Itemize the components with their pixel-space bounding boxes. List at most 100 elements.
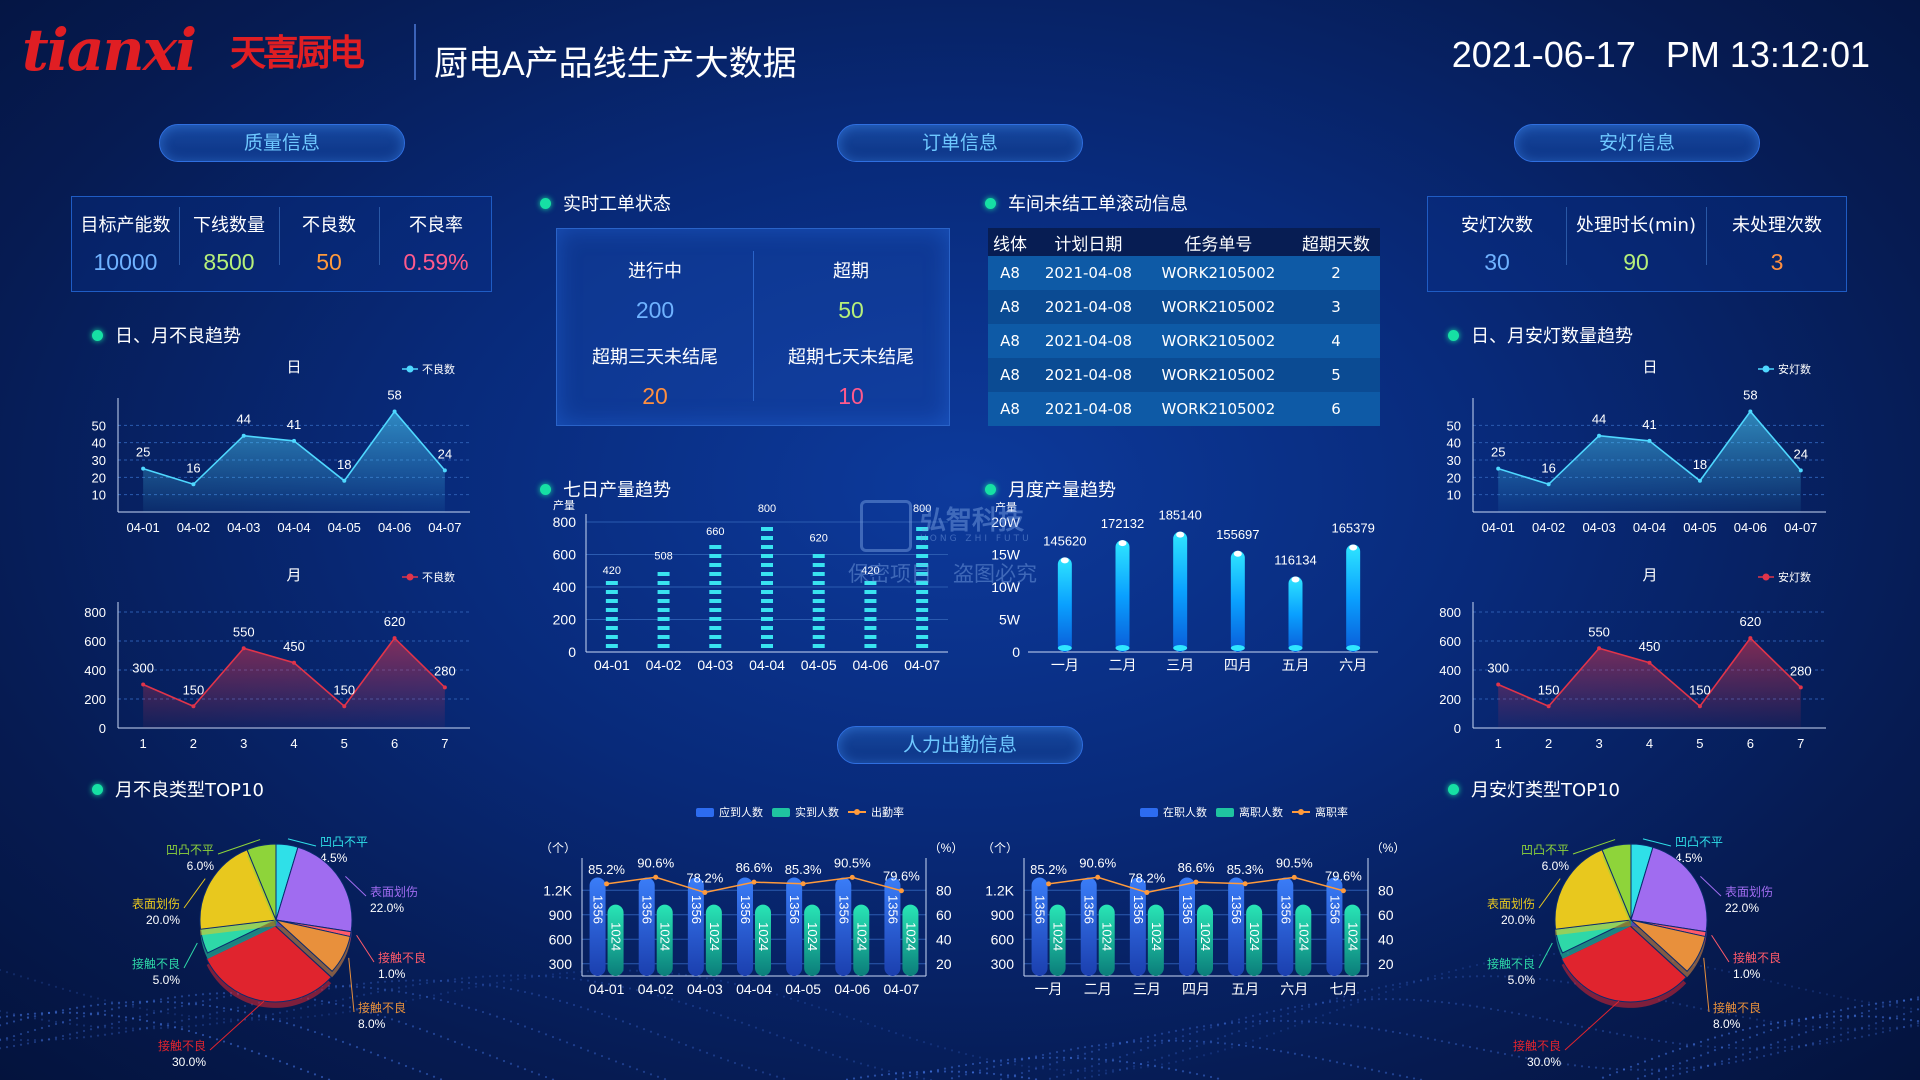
background-dot (1391, 1030, 1395, 1033)
y-tick-label: 10 (92, 488, 106, 503)
background-dot (705, 977, 709, 980)
background-dot (565, 971, 569, 974)
background-dot (1265, 1019, 1269, 1023)
background-dot (1482, 962, 1486, 965)
background-dot (180, 1004, 184, 1008)
background-dot (313, 1004, 317, 1007)
slice-label: 接触不良 (1513, 1038, 1561, 1053)
background-dot (180, 1014, 184, 1017)
background-dot (698, 975, 702, 979)
background-dot (1762, 1046, 1766, 1050)
background-dot (1895, 1026, 1899, 1029)
background-dot (432, 994, 436, 997)
background-dot (621, 985, 625, 989)
background-dot (509, 1020, 513, 1023)
data-label: 1024 (756, 922, 771, 951)
data-label: 150 (1538, 682, 1560, 697)
background-dot (775, 1075, 779, 1078)
y-tick-label: 60 (1378, 907, 1394, 923)
background-dot (1776, 1021, 1780, 1024)
bar-segment (812, 644, 825, 648)
slice-value: 20.0% (1501, 913, 1535, 927)
background-dot (1377, 1028, 1381, 1031)
background-dot (901, 1034, 905, 1037)
background-dot (278, 1011, 282, 1014)
data-point (1546, 482, 1551, 487)
background-dot (1202, 1054, 1206, 1057)
background-dot (1377, 993, 1381, 996)
y-tick-label: 10W (991, 579, 1021, 595)
background-dot (0, 1038, 2, 1041)
bar (1326, 877, 1343, 976)
background-dot (1741, 973, 1745, 977)
background-dot (1265, 1011, 1269, 1014)
background-dot (432, 997, 436, 1000)
background-dot (1209, 1024, 1213, 1027)
data-point (1193, 879, 1199, 885)
y-axis-label: （%） (929, 841, 964, 855)
x-tick-label: 04-04 (277, 520, 310, 535)
background-dot (1314, 1002, 1318, 1005)
x-tick-label: 04-04 (749, 657, 785, 673)
x-tick-label: 1 (1495, 736, 1502, 751)
background-dot (1489, 1050, 1493, 1053)
background-dot (467, 976, 471, 979)
background-dot (908, 1036, 912, 1039)
background-dot (1055, 1061, 1059, 1064)
data-label: 78.2% (686, 870, 723, 885)
background-dot (201, 1016, 205, 1019)
legend-label: 出勤率 (871, 805, 904, 819)
background-dot (1237, 1018, 1241, 1021)
background-dot (712, 1054, 716, 1057)
background-dot (768, 1031, 772, 1034)
x-tick-label: 04-02 (646, 657, 682, 673)
bar (605, 581, 618, 648)
background-dot (1216, 1023, 1220, 1026)
background-dot (1664, 1000, 1668, 1003)
background-dot (1384, 1029, 1388, 1032)
background-dot (1342, 1006, 1346, 1009)
background-dot (215, 997, 219, 1000)
background-dot (1405, 981, 1409, 984)
background-dot (1440, 1040, 1444, 1043)
background-dot (1090, 1050, 1094, 1053)
background-dot (173, 1026, 177, 1029)
data-point (342, 704, 347, 709)
bar-segment (657, 635, 670, 639)
label-leader (183, 942, 198, 969)
background-dot (1531, 1015, 1535, 1018)
background-dot (54, 985, 58, 988)
background-dot (75, 1036, 79, 1039)
data-label: 620 (1740, 614, 1762, 629)
background-dot (124, 1030, 128, 1033)
background-dot (19, 1038, 23, 1042)
background-dot (1237, 1030, 1241, 1033)
background-dot (411, 998, 415, 1001)
background-dot (628, 1065, 632, 1068)
background-dot (642, 1070, 646, 1073)
background-dot (1048, 1063, 1052, 1066)
background-dot (495, 1015, 499, 1018)
background-dot (159, 1010, 163, 1013)
background-dot (1286, 1012, 1290, 1015)
background-dot (19, 1043, 23, 1046)
chart-title: 日 (1642, 359, 1657, 376)
background-dot (1720, 1011, 1724, 1015)
legend-label: 安灯数 (1778, 570, 1811, 584)
background-dot (327, 1001, 331, 1004)
background-dot (0, 1009, 2, 1013)
background-dot (208, 998, 212, 1001)
background-dot (1853, 998, 1857, 1002)
background-dot (1349, 1024, 1353, 1027)
background-dot (292, 1008, 296, 1011)
background-dot (1727, 1013, 1731, 1016)
background-dot (1293, 1020, 1297, 1023)
legend-label: 离职率 (1315, 805, 1348, 819)
bar (1228, 877, 1245, 976)
data-point (1798, 685, 1803, 690)
background-dot (1181, 1028, 1185, 1031)
background-dot (544, 974, 548, 977)
background-dot (1636, 1036, 1640, 1039)
background-dot (1671, 1001, 1675, 1004)
background-dot (215, 1022, 219, 1025)
